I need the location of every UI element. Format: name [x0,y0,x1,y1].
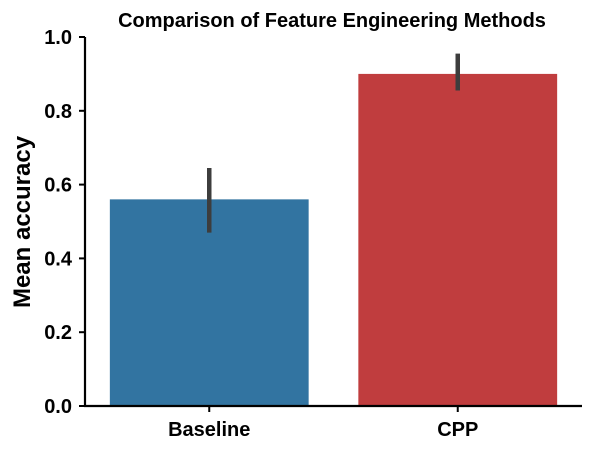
y-tick-label: 1.0 [44,27,72,49]
chart-title: Comparison of Feature Engineering Method… [118,10,546,32]
y-tick-label: 0.0 [44,396,72,418]
y-axis-label: Mean accuracy [9,135,36,308]
bar-cpp [358,73,558,407]
y-tick-label: 0.2 [44,322,72,344]
plot-area: Baseline CPP 0.0 0.2 0.4 0.6 0.8 1.0 [44,27,582,441]
x-tick-label: Baseline [168,419,250,441]
x-tick-label: CPP [437,419,478,441]
y-tick-label: 0.6 [44,175,72,197]
bar-baseline [109,199,309,406]
y-tick-label: 0.8 [44,101,72,123]
y-tick-label: 0.4 [44,248,73,270]
